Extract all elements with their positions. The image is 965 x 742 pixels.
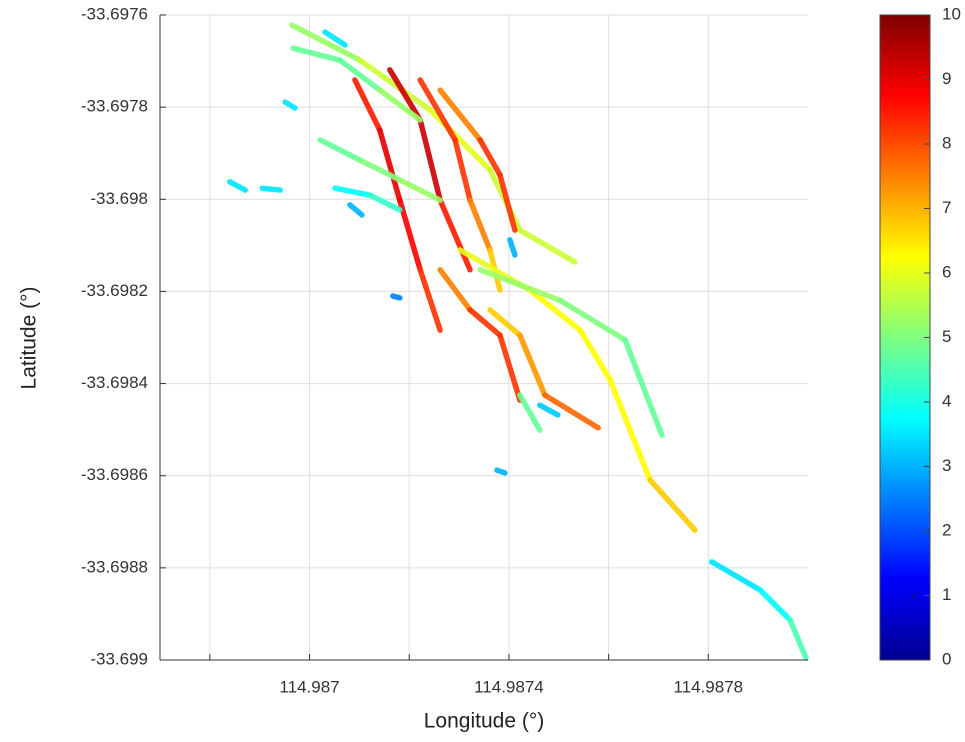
track-segment (517, 227, 578, 265)
track-segment (357, 57, 433, 113)
colorbar-tick-label: 5 (942, 327, 951, 346)
colorbar-tick-label: 10 (942, 4, 961, 23)
track-segment (357, 157, 403, 183)
track-segment (517, 392, 543, 433)
track-segment (397, 197, 423, 273)
y-tick-label: -33.6986 (81, 465, 148, 484)
y-tick-label: -33.6978 (81, 97, 148, 116)
track-segment (337, 57, 383, 93)
y-tick-label: -33.6976 (81, 4, 148, 23)
track-segment (352, 77, 383, 133)
track-segment (377, 87, 423, 123)
track-segment (397, 177, 443, 203)
track-segment (437, 87, 483, 143)
colorbar-tick-label: 9 (942, 69, 951, 88)
track-segment (757, 587, 793, 623)
colorbar-tick-label: 4 (942, 391, 951, 410)
track-segment (494, 467, 508, 476)
track-segment (289, 22, 363, 63)
track-segment (557, 297, 628, 343)
track-segment (507, 237, 518, 258)
track-segment (452, 137, 473, 203)
track-segment (497, 172, 518, 233)
track-segment (467, 307, 503, 338)
x-tick-label: 114.987 (279, 677, 339, 696)
colorbar-tick-label: 8 (942, 133, 951, 152)
track-segment (577, 327, 613, 383)
y-tick-label: -33.6984 (81, 373, 148, 392)
colorbar-tick-label: 2 (942, 520, 951, 539)
track-segment (417, 117, 443, 203)
track-segment (542, 392, 601, 431)
track-segment (367, 192, 403, 213)
track-segment (227, 179, 248, 193)
colorbar-tick-label: 0 (942, 649, 951, 668)
track-segment (387, 67, 423, 123)
colorbar-tick-label: 7 (942, 198, 951, 217)
track-segment (517, 332, 548, 398)
track-segment (259, 185, 283, 193)
y-tick-label: -33.6982 (81, 281, 148, 300)
track-segment (347, 202, 365, 218)
x-tick-label: 114.9874 (474, 677, 544, 696)
track-segment (282, 99, 298, 111)
track-segment (647, 477, 698, 533)
track-segment (332, 185, 373, 198)
y-tick-label: -33.698 (90, 189, 148, 208)
track-segment (622, 337, 665, 438)
track-segment (390, 293, 403, 301)
x-tick-label: 114.9878 (673, 677, 743, 696)
track-segment (467, 197, 493, 253)
track-segment (787, 617, 809, 661)
track-segment (487, 307, 523, 338)
y-tick-label: -33.699 (90, 649, 148, 668)
track-segment (437, 197, 473, 273)
track-segment (527, 287, 583, 333)
track-segment (477, 267, 563, 303)
track-segment (322, 29, 348, 48)
track-segment (497, 332, 523, 403)
colorbar-tick-label: 1 (942, 585, 951, 604)
track-segment (317, 137, 363, 163)
track-segment (437, 267, 473, 313)
colorbar-tick-label: 6 (942, 262, 951, 281)
track-segment (290, 45, 343, 63)
plot-area (160, 15, 808, 660)
x-axis-label: Longitude (°) (424, 710, 544, 733)
track-segment (417, 267, 443, 333)
track-segment (377, 127, 403, 203)
track-segment (427, 107, 493, 173)
y-tick-label: -33.6988 (81, 557, 148, 576)
track-segment (709, 559, 763, 593)
y-axis-label: Latitude (°) (18, 287, 41, 390)
track-segment (607, 377, 653, 483)
track-segment (477, 137, 503, 178)
track-segment (537, 402, 561, 418)
colorbar (879, 14, 931, 661)
colorbar-tick-label: 3 (942, 456, 951, 475)
track-segment (417, 77, 458, 143)
